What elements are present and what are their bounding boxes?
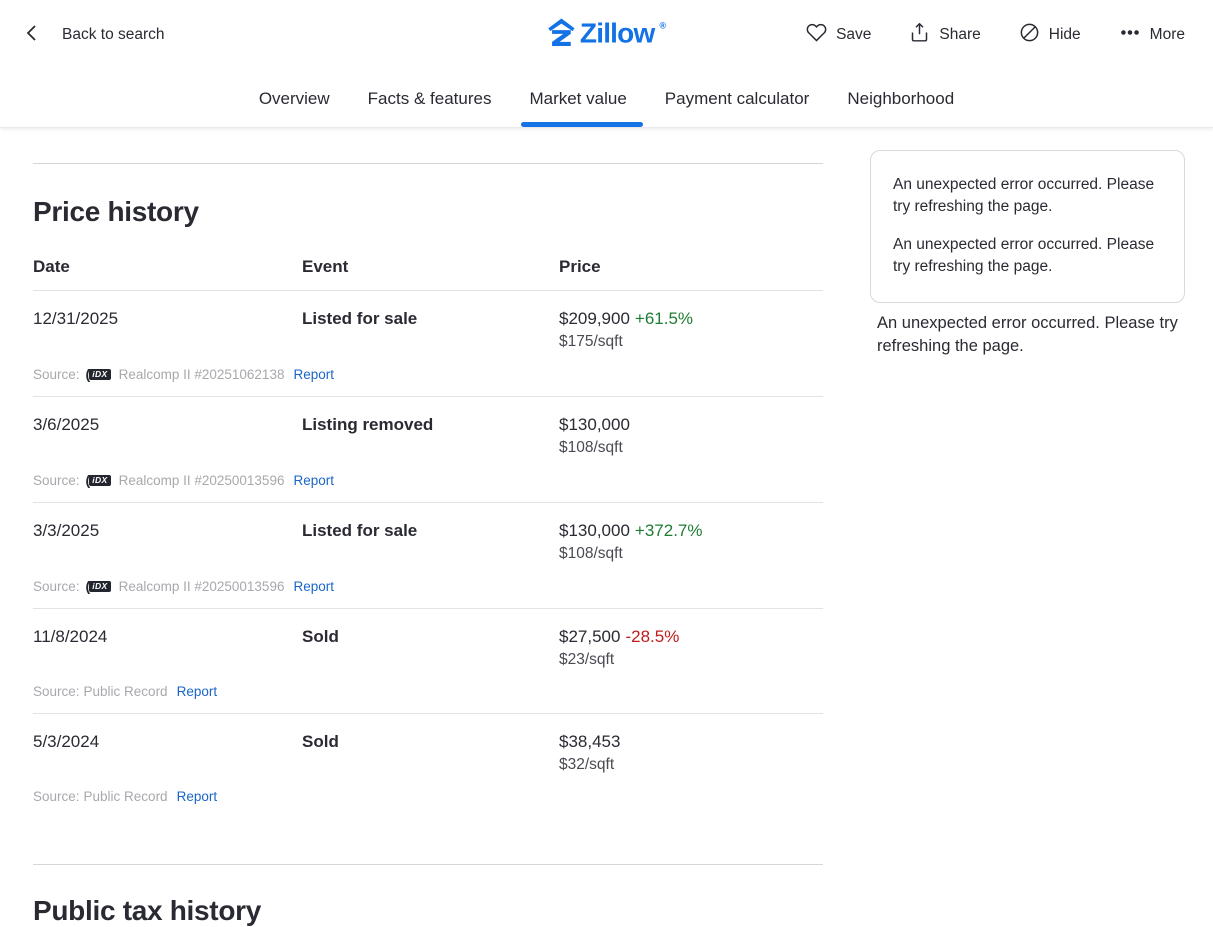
- row-event: Listed for sale: [302, 521, 418, 540]
- row-source-line: Source: ( iDX Realcomp II #20250013596 R…: [33, 578, 823, 594]
- share-icon: [909, 22, 930, 48]
- save-button[interactable]: Save: [806, 22, 871, 48]
- column-header-date: Date: [33, 257, 70, 276]
- row-price-change: +372.7%: [634, 521, 703, 540]
- price-history-row: 3/3/2025 Listed for sale $130,000 +372.7%…: [33, 503, 823, 609]
- price-history-row: 12/31/2025 Listed for sale $209,900 +61.5…: [33, 291, 823, 397]
- price-history-row: 5/3/2024 Sold $38,453 $32/sqft Source: P…: [33, 714, 823, 818]
- header-actions: Save Share Hide: [806, 22, 1185, 48]
- row-event: Listing removed: [302, 415, 434, 434]
- idx-logo-icon: ( iDX: [86, 578, 111, 594]
- row-price-change: +61.5%: [634, 309, 694, 328]
- tab-neighborhood[interactable]: Neighborhood: [847, 88, 955, 108]
- idx-badge: iDX: [89, 474, 111, 486]
- error-message: An unexpected error occurred. Please try…: [893, 176, 1155, 216]
- tab-payment-calculator[interactable]: Payment calculator: [664, 88, 810, 108]
- row-date: 3/3/2025: [33, 521, 100, 540]
- idx-logo-icon: ( iDX: [86, 366, 111, 382]
- row-price: $130,000: [559, 415, 630, 434]
- row-date: 11/8/2024: [33, 627, 108, 646]
- hide-label: Hide: [1048, 26, 1081, 43]
- row-price: $27,500: [559, 627, 621, 646]
- save-label: Save: [836, 26, 872, 43]
- idx-logo-icon: ( iDX: [86, 472, 111, 488]
- property-tabs: Overview Facts & features Market value P…: [0, 70, 1213, 128]
- error-card: An unexpected error occurred. Please try…: [870, 150, 1185, 303]
- row-price-per-sqft: $108/sqft: [559, 545, 623, 562]
- source-text: Public Record: [83, 684, 168, 699]
- column-header-price: Price: [559, 257, 601, 276]
- row-date: 12/31/2025: [33, 309, 119, 328]
- price-history-rows: 12/31/2025 Listed for sale $209,900 +61.5…: [33, 291, 823, 818]
- row-event: Sold: [302, 627, 339, 646]
- more-button[interactable]: More: [1119, 22, 1185, 48]
- heart-icon: [806, 22, 827, 48]
- zillow-wordmark: Zillow: [579, 17, 655, 49]
- source-prefix: Source:: [33, 684, 80, 699]
- error-message-outside: An unexpected error occurred. Please try…: [877, 313, 1178, 355]
- row-price: $38,453: [559, 732, 621, 751]
- row-price-per-sqft: $175/sqft: [559, 333, 623, 350]
- row-price-per-sqft: $108/sqft: [559, 439, 623, 456]
- tab-market-value[interactable]: Market value: [521, 70, 644, 127]
- row-price: $130,000: [559, 521, 630, 540]
- report-link[interactable]: Report: [293, 366, 334, 382]
- source-text: Realcomp II #20250013596: [118, 578, 285, 594]
- row-source-line: Source: ( iDX Realcomp II #20251062138 R…: [33, 366, 823, 382]
- source-prefix: Source:: [33, 472, 80, 488]
- source-prefix: Source:: [33, 578, 80, 594]
- row-price-per-sqft: $32/sqft: [559, 756, 615, 773]
- source-prefix: Source:: [33, 366, 80, 382]
- row-price-per-sqft: $23/sqft: [559, 651, 615, 668]
- row-date: 3/6/2025: [33, 415, 100, 434]
- price-history-row: 11/8/2024 Sold $27,500 -28.5% $23/sqft So…: [33, 609, 823, 714]
- share-label: Share: [939, 26, 981, 43]
- source-text: Realcomp II #20251062138: [118, 366, 285, 382]
- back-to-search-label: Back to search: [62, 26, 165, 43]
- report-link[interactable]: Report: [293, 472, 334, 488]
- top-header: Back to search Zillow ® Save: [0, 0, 1213, 70]
- hide-icon: [1019, 22, 1040, 48]
- report-link[interactable]: Report: [176, 789, 218, 804]
- report-link[interactable]: Report: [293, 578, 334, 594]
- price-history-title: Price history: [33, 196, 199, 227]
- source-text: Public Record: [83, 789, 168, 804]
- report-link[interactable]: Report: [176, 684, 218, 699]
- public-tax-history-title: Public tax history: [33, 895, 261, 926]
- error-message: An unexpected error occurred. Please try…: [893, 235, 1155, 276]
- row-price: $209,900: [559, 309, 630, 328]
- source-text: Realcomp II #20250013596: [118, 472, 285, 488]
- row-event: Listed for sale: [302, 309, 418, 328]
- row-price-change: -28.5%: [625, 627, 680, 646]
- more-dots-icon: [1119, 22, 1141, 48]
- registered-mark: ®: [659, 20, 667, 31]
- hide-button[interactable]: Hide: [1019, 22, 1081, 48]
- zillow-logo[interactable]: Zillow ®: [547, 17, 667, 52]
- price-history-row: 3/6/2025 Listing removed $130,000 $108/s…: [33, 397, 823, 503]
- row-source-line: Source: ( iDX Realcomp II #20250013596 R…: [33, 472, 823, 488]
- price-history-section: Price history Date Event Price 12/31/202…: [33, 163, 823, 927]
- chevron-left-icon: [24, 24, 40, 47]
- idx-badge: iDX: [89, 368, 111, 380]
- public-tax-history-section: Public tax history: [33, 864, 823, 927]
- back-to-search-link[interactable]: Back to search: [24, 24, 165, 47]
- tab-overview[interactable]: Overview: [258, 88, 330, 108]
- row-source-line: Source: Public Record Report: [33, 789, 823, 804]
- price-history-table-header: Date Event Price: [33, 257, 823, 291]
- tab-facts-features[interactable]: Facts & features: [367, 88, 492, 108]
- idx-badge: iDX: [89, 580, 111, 592]
- error-panel: An unexpected error occurred. Please try…: [870, 150, 1185, 358]
- source-prefix: Source:: [33, 789, 80, 804]
- row-event: Sold: [302, 732, 339, 751]
- row-source-line: Source: Public Record Report: [33, 684, 823, 699]
- more-label: More: [1149, 26, 1185, 43]
- column-header-event: Event: [302, 257, 349, 276]
- share-button[interactable]: Share: [909, 22, 981, 48]
- zillow-house-icon: [547, 18, 575, 52]
- main-content: Price history Date Event Price 12/31/202…: [0, 128, 1213, 927]
- row-date: 5/3/2024: [33, 732, 100, 751]
